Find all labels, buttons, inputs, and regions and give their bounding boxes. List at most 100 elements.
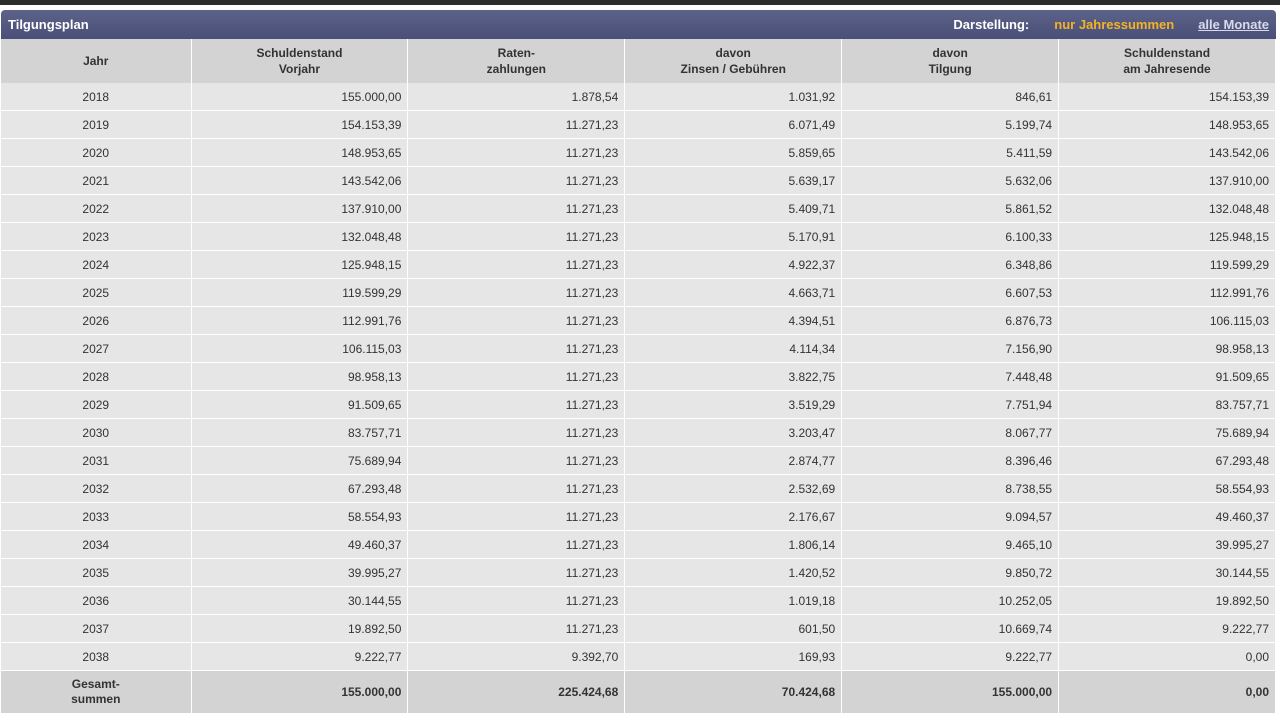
column-header: Schuldenstand am Jahresende xyxy=(1058,39,1276,83)
year-cell: 2031 xyxy=(1,446,192,475)
year-cell: 2030 xyxy=(1,418,192,447)
table-row: 2038 9.222,77 9.392,70 169,93 9.222,77 0,00 xyxy=(1,642,1276,671)
value-cell: 169,93 xyxy=(624,642,843,671)
value-cell: 5.861,52 xyxy=(841,194,1060,223)
year-cell: 2024 xyxy=(1,250,192,279)
year-cell: 2027 xyxy=(1,334,192,363)
totals-value-cell: 70.424,68 xyxy=(624,670,843,714)
table-row: 2027 106.115,03 11.271,23 4.114,34 7.156,90 9… xyxy=(1,334,1276,363)
year-cell: 2035 xyxy=(1,558,192,587)
value-cell: 11.271,23 xyxy=(407,166,626,195)
value-cell: 9.222,77 xyxy=(1058,614,1276,643)
tilgungsplan-panel: Tilgungsplan Darstellung: nur Jahressumm… xyxy=(1,10,1276,714)
value-cell: 9.392,70 xyxy=(407,642,626,671)
value-cell: 3.203,47 xyxy=(624,418,843,447)
value-cell: 0,00 xyxy=(1058,642,1276,671)
value-cell: 1.031,92 xyxy=(624,83,843,111)
value-cell: 58.554,93 xyxy=(1058,474,1276,503)
value-cell: 3.822,75 xyxy=(624,362,843,391)
value-cell: 91.509,65 xyxy=(191,390,409,419)
value-cell: 67.293,48 xyxy=(1058,446,1276,475)
year-cell: 2026 xyxy=(1,306,192,335)
value-cell: 98.958,13 xyxy=(1058,334,1276,363)
table-row: 2031 75.689,94 11.271,23 2.874,77 8.396,46 67… xyxy=(1,446,1276,475)
table-row: 2028 98.958,13 11.271,23 3.822,75 7.448,48 91… xyxy=(1,362,1276,391)
value-cell: 30.144,55 xyxy=(191,586,409,615)
totals-label: Gesamt-summen xyxy=(1,670,192,714)
value-cell: 4.922,37 xyxy=(624,250,843,279)
value-cell: 5.859,65 xyxy=(624,138,843,167)
year-cell: 2022 xyxy=(1,194,192,223)
value-cell: 154.153,39 xyxy=(191,110,409,139)
value-cell: 5.170,91 xyxy=(624,222,843,251)
tilgungsplan-table: Jahr Schuldenstand Vorjahr Raten-zahlungen d… xyxy=(1,39,1276,714)
year-cell: 2029 xyxy=(1,390,192,419)
darstellung-label: Darstellung: xyxy=(953,17,1030,32)
value-cell: 106.115,03 xyxy=(191,334,409,363)
table-body: 2018 155.000,00 1.878,54 1.031,92 846,61 154.… xyxy=(1,83,1276,671)
value-cell: 98.958,13 xyxy=(191,362,409,391)
table-row: 2029 91.509,65 11.271,23 3.519,29 7.751,94 83… xyxy=(1,390,1276,419)
totals-value-cell: 155.000,00 xyxy=(191,670,409,714)
option-alle-monate-link[interactable]: alle Monate xyxy=(1198,17,1269,32)
column-header-line: zahlungen xyxy=(486,62,546,76)
value-cell: 9.222,77 xyxy=(841,642,1060,671)
column-header-line: am Jahresende xyxy=(1123,62,1211,76)
year-cell: 2033 xyxy=(1,502,192,531)
value-cell: 9.094,57 xyxy=(841,502,1060,531)
column-header: Raten-zahlungen xyxy=(407,39,626,83)
value-cell: 91.509,65 xyxy=(1058,362,1276,391)
value-cell: 154.153,39 xyxy=(1058,83,1276,111)
value-cell: 7.156,90 xyxy=(841,334,1060,363)
column-header: davon Tilgung xyxy=(841,39,1060,83)
table-row: 2026 112.991,76 11.271,23 4.394,51 6.876,73 1… xyxy=(1,306,1276,335)
value-cell: 30.144,55 xyxy=(1058,558,1276,587)
value-cell: 6.071,49 xyxy=(624,110,843,139)
year-cell: 2028 xyxy=(1,362,192,391)
value-cell: 155.000,00 xyxy=(191,83,409,111)
year-cell: 2021 xyxy=(1,166,192,195)
table-row: 2036 30.144,55 11.271,23 1.019,18 10.252,05 1… xyxy=(1,586,1276,615)
value-cell: 148.953,65 xyxy=(191,138,409,167)
value-cell: 11.271,23 xyxy=(407,194,626,223)
value-cell: 6.100,33 xyxy=(841,222,1060,251)
option-jahressummen[interactable]: nur Jahressummen xyxy=(1054,17,1175,32)
totals-value-cell: 155.000,00 xyxy=(841,670,1060,714)
column-header: Jahr xyxy=(1,39,192,83)
value-cell: 137.910,00 xyxy=(191,194,409,223)
value-cell: 5.409,71 xyxy=(624,194,843,223)
year-cell: 2020 xyxy=(1,138,192,167)
table-header-row: Jahr Schuldenstand Vorjahr Raten-zahlungen d… xyxy=(1,39,1276,83)
column-header-line: Tilgung xyxy=(928,62,972,76)
column-header-line: davon xyxy=(932,46,968,60)
year-cell: 2032 xyxy=(1,474,192,503)
value-cell: 9.465,10 xyxy=(841,530,1060,559)
value-cell: 1.806,14 xyxy=(624,530,843,559)
value-cell: 75.689,94 xyxy=(1058,418,1276,447)
value-cell: 112.991,76 xyxy=(1058,278,1276,307)
value-cell: 58.554,93 xyxy=(191,502,409,531)
value-cell: 4.394,51 xyxy=(624,306,843,335)
table-row: 2020 148.953,65 11.271,23 5.859,65 5.411,59 1… xyxy=(1,138,1276,167)
value-cell: 5.632,06 xyxy=(841,166,1060,195)
value-cell: 119.599,29 xyxy=(191,278,409,307)
value-cell: 11.271,23 xyxy=(407,362,626,391)
value-cell: 1.420,52 xyxy=(624,558,843,587)
value-cell: 846,61 xyxy=(841,83,1060,111)
value-cell: 6.876,73 xyxy=(841,306,1060,335)
table-row: 2024 125.948,15 11.271,23 4.922,37 6.348,86 1… xyxy=(1,250,1276,279)
totals-label-line: summen xyxy=(71,692,121,706)
table-row: 2033 58.554,93 11.271,23 2.176,67 9.094,57 49… xyxy=(1,502,1276,531)
value-cell: 67.293,48 xyxy=(191,474,409,503)
value-cell: 83.757,71 xyxy=(1058,390,1276,419)
column-header-line: davon xyxy=(715,46,751,60)
value-cell: 4.663,71 xyxy=(624,278,843,307)
totals-value-cell: 225.424,68 xyxy=(407,670,626,714)
column-header-line: Vorjahr xyxy=(278,62,320,76)
column-header-line: Schuldenstand xyxy=(1124,46,1211,60)
value-cell: 1.878,54 xyxy=(407,83,626,111)
value-cell: 11.271,23 xyxy=(407,138,626,167)
value-cell: 11.271,23 xyxy=(407,446,626,475)
table-row: 2037 19.892,50 11.271,23 601,50 10.669,74 9.2… xyxy=(1,614,1276,643)
table-row: 2030 83.757,71 11.271,23 3.203,47 8.067,77 75… xyxy=(1,418,1276,447)
